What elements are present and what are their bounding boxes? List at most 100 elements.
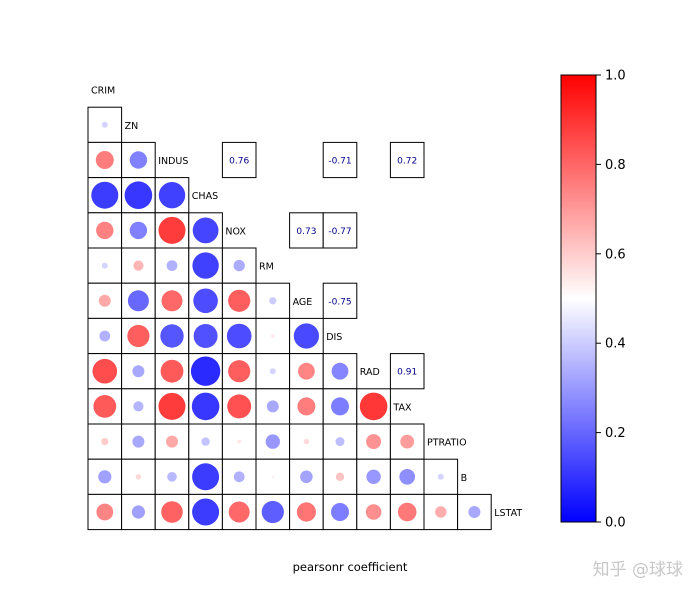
circle-b-zn	[135, 474, 142, 480]
annot-nox-age: 0.73	[296, 227, 316, 237]
label-chas: CHAS	[192, 191, 218, 202]
circle-tax-chas	[191, 392, 220, 421]
cell-lstat-ptratio	[423, 493, 459, 531]
annot-cell-indus-nox	[221, 141, 257, 179]
label-indus: INDUS	[158, 156, 188, 167]
circle-indus-zn	[129, 151, 148, 169]
circle-dis-chas	[193, 324, 218, 348]
circle-rm-chas	[192, 252, 219, 279]
circle-b-chas	[192, 463, 220, 491]
circle-rm-indus	[166, 260, 178, 271]
circle-nox-indus	[158, 216, 186, 244]
colorbar-tick-label: 0.2	[605, 426, 626, 441]
label-rad: RAD	[360, 367, 380, 378]
circle-ptratio-indus	[166, 435, 178, 448]
colorbar-tick-label: 0.4	[605, 337, 626, 352]
circle-chas-zn	[124, 181, 153, 209]
circle-nox-chas	[192, 217, 219, 244]
circle-tax-nox	[227, 394, 252, 419]
circle-tax-zn	[133, 401, 144, 412]
circle-lstat-ptratio	[435, 506, 447, 518]
circle-rad-indus	[160, 359, 184, 383]
circle-rm-nox	[233, 259, 245, 272]
circle-lstat-indus	[161, 501, 183, 523]
colorbar-tick-label: 1.0	[605, 69, 626, 84]
circle-b-indus	[167, 472, 177, 482]
circle-lstat-zn	[131, 505, 145, 519]
circle-b-nox	[233, 471, 245, 483]
circle-tax-rm	[266, 400, 279, 413]
circle-tax-rad	[359, 392, 388, 421]
colorbar-gradient	[560, 74, 597, 523]
upper-annotations: 0.76 -0.71 0.72 0.73 -0.77 -0.75 0.91	[221, 141, 425, 390]
annot-rad-tax: 0.91	[397, 368, 417, 378]
label-b: B	[461, 473, 468, 484]
circle-dis-zn	[127, 324, 150, 348]
annot-cell-indus-tax	[389, 141, 425, 179]
circle-chas-crim	[91, 181, 119, 209]
colorbar: 0.0 0.2 0.4 0.6 0.8 1.0	[560, 69, 626, 531]
cell-dis-crim	[87, 317, 123, 355]
circle-rm-crim	[101, 262, 108, 269]
annot-cell-age-dis	[322, 282, 358, 319]
colorbar-ticks: 0.0 0.2 0.4 0.6 0.8 1.0	[596, 69, 626, 531]
circle-ptratio-rm	[265, 434, 280, 449]
annot-indus-tax: 0.72	[397, 157, 417, 167]
circle-zn-crim	[101, 121, 108, 128]
circle-rad-crim	[92, 358, 118, 384]
label-crim: CRIM	[91, 86, 115, 97]
circle-chas-indus	[158, 182, 186, 209]
circle-b-dis	[335, 472, 345, 481]
circle-lstat-crim	[96, 503, 114, 521]
circle-ptratio-dis	[335, 437, 345, 447]
circle-rad-age	[298, 362, 315, 380]
circle-lstat-b	[468, 506, 481, 518]
circle-ptratio-rad	[366, 434, 382, 450]
circle-ptratio-zn	[132, 435, 145, 448]
circle-lstat-nox	[228, 501, 250, 523]
circle-ptratio-chas	[201, 437, 210, 446]
annot-age-dis: -0.75	[328, 297, 351, 307]
circle-age-zn	[127, 290, 149, 312]
x-axis-label: pearsonr coefficient	[293, 560, 408, 574]
circle-b-rad	[366, 469, 381, 484]
circle-ptratio-crim	[101, 438, 109, 446]
circle-tax-crim	[93, 395, 117, 418]
circle-age-crim	[98, 294, 111, 307]
label-ptratio: PTRATIO	[427, 438, 467, 449]
circle-rad-chas	[190, 356, 221, 386]
circle-lstat-rad	[365, 504, 382, 520]
colorbar-tick-label: 0.0	[605, 516, 626, 531]
circle-lstat-dis	[331, 503, 349, 521]
circle-lstat-rm	[261, 500, 284, 524]
circle-rad-dis	[331, 362, 349, 380]
circle-lstat-age	[296, 502, 316, 522]
circle-rad-rm	[269, 368, 276, 375]
circle-rm-zn	[133, 260, 144, 271]
label-zn: ZN	[125, 121, 139, 132]
circle-dis-nox	[226, 323, 252, 349]
correlation-grid	[87, 106, 492, 531]
label-tax: TAX	[392, 402, 412, 413]
circle-ptratio-nox	[237, 439, 241, 444]
label-nox: NOX	[225, 226, 246, 237]
annot-indus-dis: -0.71	[328, 157, 351, 167]
circle-age-nox	[228, 289, 251, 312]
label-dis: DIS	[326, 332, 342, 343]
circle-ptratio-tax	[400, 434, 415, 449]
colorbar-tick-label: 0.6	[605, 247, 626, 262]
circle-rad-nox	[228, 360, 251, 383]
circle-age-chas	[193, 288, 218, 314]
circle-dis-indus	[160, 324, 184, 348]
circle-b-age	[300, 470, 313, 484]
circle-ptratio-age	[303, 438, 310, 445]
circle-b-crim	[98, 470, 112, 484]
circle-b-tax	[399, 469, 416, 485]
correlation-circles	[91, 121, 481, 526]
annot-indus-nox: 0.76	[229, 157, 249, 167]
circle-nox-crim	[96, 221, 114, 240]
circle-dis-crim	[99, 330, 111, 342]
label-lstat: LSTAT	[494, 508, 522, 519]
circle-dis-rm	[271, 334, 275, 338]
circle-tax-indus	[158, 392, 186, 420]
